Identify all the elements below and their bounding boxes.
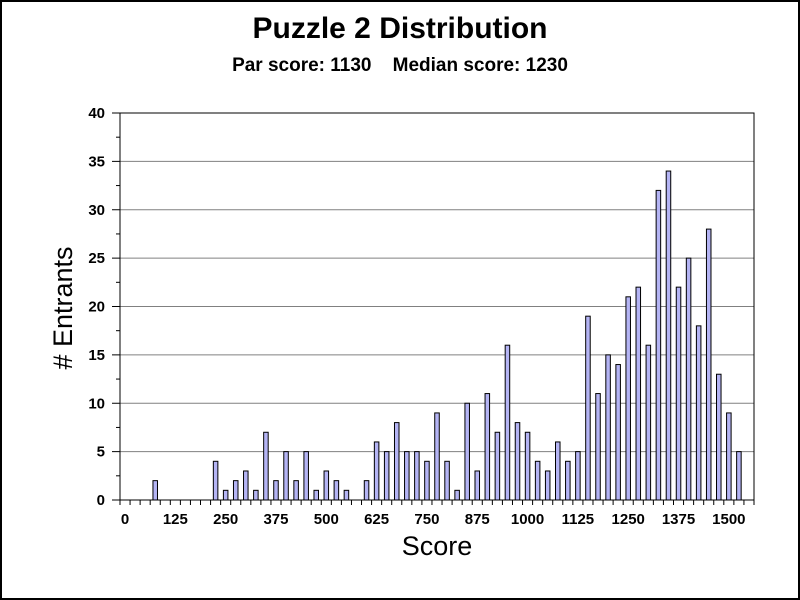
bar [303,451,309,501]
bar [444,460,450,501]
bar [293,480,299,501]
x-tick-label: 1000 [511,511,544,528]
bar [383,451,390,501]
bar [675,286,682,501]
x-tick-label: 1125 [562,511,595,528]
bars [152,170,742,501]
x-tick-label: 250 [213,511,238,528]
bar [313,489,320,501]
bar [575,451,581,501]
y-axis-title: # Entrants [48,246,78,369]
x-tick-label: 1500 [712,511,745,528]
bar [212,460,219,501]
bar [655,189,662,501]
bar [253,489,259,501]
x-tick-label: 125 [163,511,188,528]
bar [373,441,380,501]
bar [333,480,340,501]
y-tick-label: 25 [88,250,105,267]
bar [544,470,551,501]
bar [343,489,350,501]
bar [645,344,652,501]
bar [716,373,722,501]
x-tick-label: 875 [465,511,490,528]
x-tick-label: 1375 [662,511,695,528]
bar [323,470,330,501]
chart-subtitle: Par score: 1130 Median score: 1230 [232,55,568,76]
bar [555,441,561,501]
bar [565,460,571,501]
bar [625,296,631,501]
bar [222,489,229,501]
bar [263,431,269,501]
bar [705,228,712,501]
bar [152,480,158,501]
axes: 0 5 10 15 20 25 30 35 40 0 125 250 375 500 625 750 875 10… [88,105,755,528]
x-axis-title: Score [402,531,473,561]
y-tick-label: 20 [88,299,105,316]
x-tick-label: 500 [314,511,339,528]
y-tick-label: 10 [88,395,105,412]
bar [484,393,491,501]
bar [665,170,672,501]
bar [363,480,370,501]
bar [635,286,642,501]
bar [474,470,481,501]
y-tick-label: 40 [88,105,105,122]
bar [243,470,249,501]
y-tick-label: 35 [88,153,105,170]
bar [424,460,430,501]
bar [615,364,621,501]
bar [273,480,279,501]
bar [494,431,501,501]
bar [524,431,531,501]
x-tick-label: 1250 [612,511,645,528]
x-tick-label: 625 [364,511,389,528]
y-tick-label: 15 [88,347,105,364]
y-tick-label: 5 [97,444,105,461]
bar [414,451,420,501]
bar [434,412,440,501]
bar [514,422,521,501]
chart-title: Puzzle 2 Distribution [252,12,548,45]
x-tick-label: 750 [414,511,439,528]
x-tick-label: 0 [121,511,129,528]
bar [595,393,601,501]
bar [504,344,511,501]
bar [454,489,460,501]
bar [585,315,591,501]
bar [404,451,410,501]
y-tick-label: 30 [88,202,105,219]
bar [726,412,732,501]
bar [605,354,611,501]
bar [736,451,742,501]
bar [534,460,541,501]
bar [283,451,289,501]
y-tick-label: 0 [97,492,105,509]
bar [695,325,702,501]
x-tick-label: 375 [263,511,288,528]
bar [464,402,470,501]
bar [232,480,239,501]
bar [685,257,692,501]
bar [393,422,400,501]
